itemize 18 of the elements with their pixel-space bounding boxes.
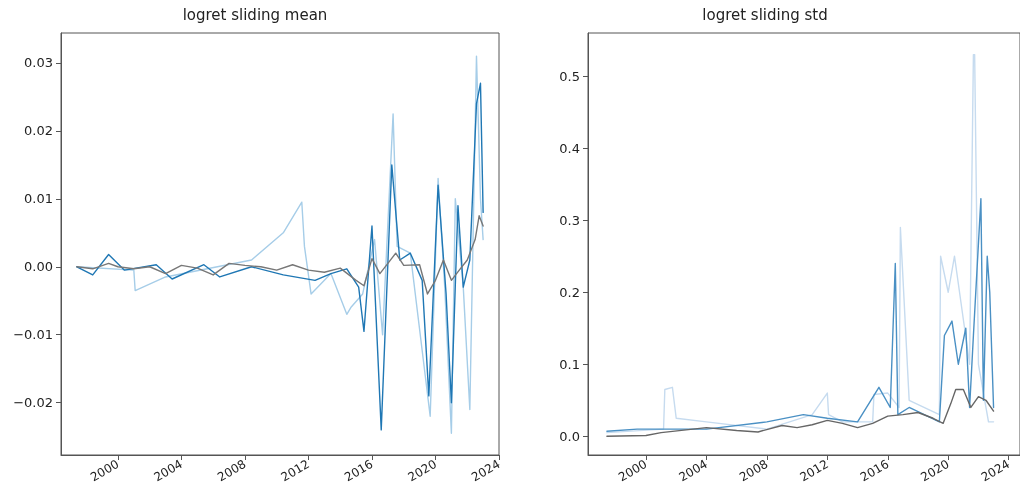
y-tick-label: 0.03 (24, 55, 53, 71)
line-series (606, 53, 995, 434)
line-series (606, 388, 995, 437)
chart-title: logret sliding mean (182, 5, 328, 24)
chart-title: logret sliding std (702, 5, 828, 24)
y-tick-label: 0.1 (559, 356, 580, 372)
y-tick-label: 0.2 (559, 284, 580, 300)
line-series (606, 197, 995, 432)
y-tick-label: 0.3 (559, 212, 580, 228)
y-tick-label: 0.0 (559, 428, 580, 444)
y-tick-label: −0.02 (13, 395, 53, 411)
y-tick-label: 0.02 (24, 123, 53, 139)
y-tick-label: 0.00 (24, 259, 53, 275)
y-tick-label: 0.4 (559, 140, 580, 156)
y-tick-label: 0.01 (24, 191, 53, 207)
y-tick-label: −0.01 (13, 327, 53, 343)
line-series (76, 215, 484, 295)
y-tick-label: 0.5 (559, 68, 580, 84)
